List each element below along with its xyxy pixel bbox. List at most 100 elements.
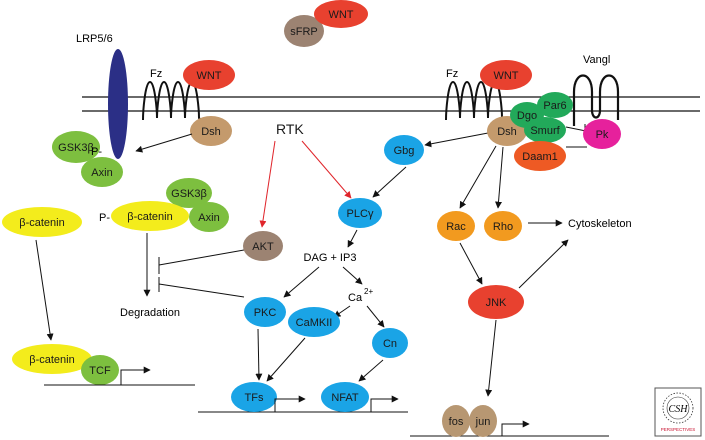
inhibit-pkc-deg [158, 283, 245, 298]
fz-left-label: Fz [150, 68, 162, 80]
arrow-dsh-to-gbg [424, 132, 489, 148]
dgo-label: Dgo [517, 110, 537, 122]
arrow-camkii-to-tfs [266, 337, 306, 382]
inhibit-akt-deg [158, 249, 245, 266]
fz-right-label: Fz [446, 68, 458, 80]
logo-bottom-text: PERSPECTIVES [661, 427, 696, 432]
cell-membrane [82, 96, 700, 112]
tcf-node [81, 355, 119, 385]
arrow-ca-to-cn [366, 305, 385, 328]
akt-node [243, 231, 283, 261]
arrow-ip3-to-ca [342, 266, 363, 285]
camkii-node [288, 307, 340, 337]
pkc-label: PKC [254, 307, 277, 319]
sfrp-label: sFRP [290, 26, 318, 38]
nfat-node [321, 382, 369, 412]
promoter-arrow-nfat [370, 395, 399, 412]
promoter-arrow-tcf [120, 366, 151, 385]
arrow-rac-to-jnk [459, 242, 483, 285]
sfrp-node [284, 15, 324, 47]
degradation-label: Degradation [120, 307, 180, 319]
arrow-jnk-to-fosjun [485, 319, 497, 397]
beta-catenin-free-label: β-catenin [19, 217, 64, 229]
dsh-left-label: Dsh [201, 126, 221, 138]
beta-catenin-nuc-node [12, 344, 92, 374]
fos-node [442, 405, 470, 437]
arrow-dsh-to-complex [135, 133, 193, 153]
tfs-node [231, 382, 277, 412]
gsk-top-node [52, 131, 100, 163]
arrow-gbg-to-plc [372, 166, 407, 198]
camkii-label: CaMKII [296, 317, 333, 329]
axin-top-node [81, 157, 123, 187]
par6-label: Par6 [543, 100, 566, 112]
logo-top-text: CSH [669, 404, 689, 415]
lrp-label: LRP5/6 [76, 33, 113, 45]
axin-top-label: Axin [91, 167, 112, 179]
arrow-catenin-to-nucleus [35, 239, 54, 341]
wnt-left-label: WNT [196, 70, 221, 82]
arrow-rtk-to-plc [301, 140, 352, 199]
cn-node [372, 328, 408, 358]
wnt-top-label: WNT [328, 9, 353, 21]
p-mid-label: P- [99, 212, 110, 224]
cytoskeleton-label: Cytoskeleton [568, 218, 632, 230]
csh-perspectives-logo: CSH PERSPECTIVES [654, 387, 702, 437]
vangl-label: Vangl [583, 54, 610, 66]
arrow-dsh-to-rac [459, 145, 497, 209]
rac-label: Rac [446, 221, 466, 233]
rho-node [484, 211, 522, 241]
pk-label: Pk [596, 129, 609, 141]
dag-ip3-label: DAG + IP3 [304, 252, 357, 264]
arrow-rtk-to-akt [259, 140, 276, 228]
rtk-label: RTK [276, 121, 304, 137]
jnk-node [468, 285, 524, 319]
ca-label: Ca [348, 292, 363, 304]
rho-label: Rho [493, 221, 513, 233]
p-top-label: P- [91, 146, 102, 158]
ca-superscript: 2+ [364, 287, 373, 296]
par6-node [537, 92, 573, 118]
arrow-dag-to-pkc [283, 266, 320, 298]
plc-node [338, 198, 382, 228]
dsh-left-node [190, 116, 232, 146]
smurf-label: Smurf [530, 125, 560, 137]
smurf-node [524, 117, 566, 143]
axin-mid-node [189, 202, 229, 232]
wnt-right-node [480, 60, 532, 90]
arrow-dsh-to-rho [495, 146, 504, 209]
nfat-label: NFAT [331, 392, 359, 404]
jun-label: jun [475, 416, 491, 428]
arrow-jnk-to-cytoskeleton [518, 239, 569, 289]
beta-catenin-free-node [2, 207, 82, 237]
daam1-label: Daam1 [522, 151, 557, 163]
dsh-right-label: Dsh [497, 126, 517, 138]
gbg-node [384, 135, 424, 165]
wnt-right-label: WNT [493, 70, 518, 82]
gsk-mid-node [166, 178, 212, 208]
promoter-arrow-fosjun [501, 420, 530, 436]
inhibit-smurf-pk [565, 126, 587, 132]
jnk-label: JNK [486, 297, 507, 309]
tfs-label: TFs [245, 392, 264, 404]
gbg-label: Gbg [394, 145, 415, 157]
arrow-cn-to-nfat [358, 359, 384, 382]
arrow-pkc-to-tfs [255, 328, 263, 381]
rac-node [437, 211, 475, 241]
tcf-label: TCF [89, 365, 111, 377]
arrow-plc-to-dag [347, 229, 358, 248]
gsk-top-label: GSK3β [58, 142, 94, 154]
fz-left-receptor [142, 80, 204, 123]
jun-node [469, 405, 497, 437]
fos-label: fos [449, 416, 464, 428]
wnt-top-node [314, 0, 368, 28]
akt-label: AKT [252, 241, 274, 253]
pk-node [583, 119, 621, 149]
promoter-arrow-tfs [274, 395, 306, 412]
cn-label: Cn [383, 338, 397, 350]
wnt-left-node [183, 60, 235, 90]
beta-catenin-nuc-label: β-catenin [29, 354, 74, 366]
beta-catenin-p-label: β-catenin [127, 211, 172, 223]
daam1-node [514, 141, 566, 171]
